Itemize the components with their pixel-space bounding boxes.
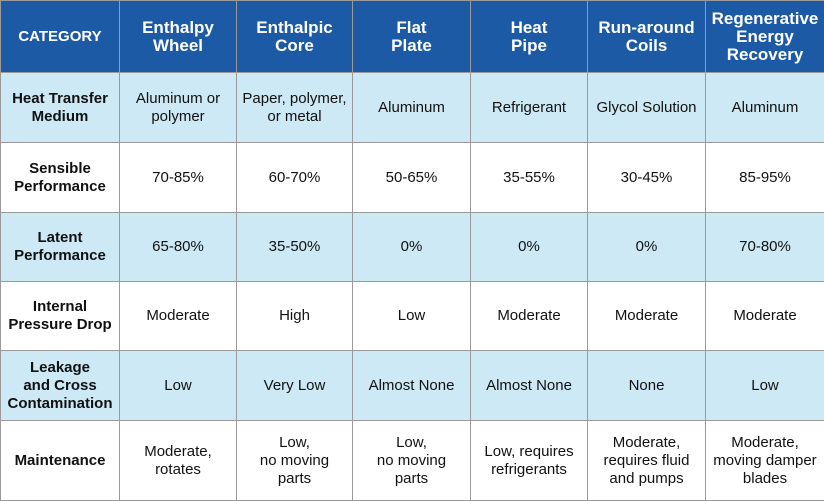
table-cell: Moderate, moving damper blades: [706, 421, 824, 501]
column-header-regenerative-energy-recovery: Regenerative Energy Recovery: [706, 1, 824, 73]
row-label: Maintenance: [1, 421, 120, 501]
table-cell: None: [588, 351, 706, 421]
table-cell: 70-85%: [120, 143, 237, 213]
table-row-leakage-cross-contamination: Leakage and Cross Contamination Low Very…: [1, 351, 824, 421]
table-cell: 35-55%: [471, 143, 588, 213]
table-cell: 0%: [471, 213, 588, 282]
table-cell: 35-50%: [237, 213, 353, 282]
row-label: Sensible Performance: [1, 143, 120, 213]
table-cell: 0%: [588, 213, 706, 282]
table-cell: Moderate: [706, 282, 824, 351]
table-cell: 30-45%: [588, 143, 706, 213]
table-cell: Moderate: [471, 282, 588, 351]
table-cell: Almost None: [353, 351, 471, 421]
table-cell: Refrigerant: [471, 73, 588, 143]
table-cell: Aluminum: [353, 73, 471, 143]
table-cell: Moderate, requires fluid and pumps: [588, 421, 706, 501]
table-cell: Low: [353, 282, 471, 351]
table-cell: Low: [706, 351, 824, 421]
table-cell: 85-95%: [706, 143, 824, 213]
table-cell: Almost None: [471, 351, 588, 421]
table-cell: 0%: [353, 213, 471, 282]
row-label: Leakage and Cross Contamination: [1, 351, 120, 421]
row-label: Heat Transfer Medium: [1, 73, 120, 143]
column-header-heat-pipe: Heat Pipe: [471, 1, 588, 73]
table-row-sensible-performance: Sensible Performance 70-85% 60-70% 50-65…: [1, 143, 824, 213]
table-cell: Moderate: [588, 282, 706, 351]
row-label: Internal Pressure Drop: [1, 282, 120, 351]
table-cell: 70-80%: [706, 213, 824, 282]
table-cell: Glycol Solution: [588, 73, 706, 143]
category-header: CATEGORY: [1, 1, 120, 73]
table-cell: Aluminum or polymer: [120, 73, 237, 143]
column-header-enthalpic-core: Enthalpic Core: [237, 1, 353, 73]
column-header-enthalpy-wheel: Enthalpy Wheel: [120, 1, 237, 73]
table-row-internal-pressure-drop: Internal Pressure Drop Moderate High Low…: [1, 282, 824, 351]
header-row: CATEGORY Enthalpy Wheel Enthalpic Core F…: [1, 1, 824, 73]
table-cell: 65-80%: [120, 213, 237, 282]
table-cell: Very Low: [237, 351, 353, 421]
table-cell: Low, no moving parts: [353, 421, 471, 501]
table-row-maintenance: Maintenance Moderate, rotates Low, no mo…: [1, 421, 824, 501]
table-cell: Moderate, rotates: [120, 421, 237, 501]
table-row-heat-transfer-medium: Heat Transfer Medium Aluminum or polymer…: [1, 73, 824, 143]
table-cell: Moderate: [120, 282, 237, 351]
table-cell: High: [237, 282, 353, 351]
table-cell: Low, no moving parts: [237, 421, 353, 501]
table-cell: 50-65%: [353, 143, 471, 213]
table-cell: Aluminum: [706, 73, 824, 143]
table-cell: Paper, polymer, or metal: [237, 73, 353, 143]
table-cell: Low, requires refrigerants: [471, 421, 588, 501]
row-label: Latent Performance: [1, 213, 120, 282]
column-header-flat-plate: Flat Plate: [353, 1, 471, 73]
table-cell: Low: [120, 351, 237, 421]
table-cell: 60-70%: [237, 143, 353, 213]
table-row-latent-performance: Latent Performance 65-80% 35-50% 0% 0% 0…: [1, 213, 824, 282]
column-header-run-around-coils: Run-around Coils: [588, 1, 706, 73]
